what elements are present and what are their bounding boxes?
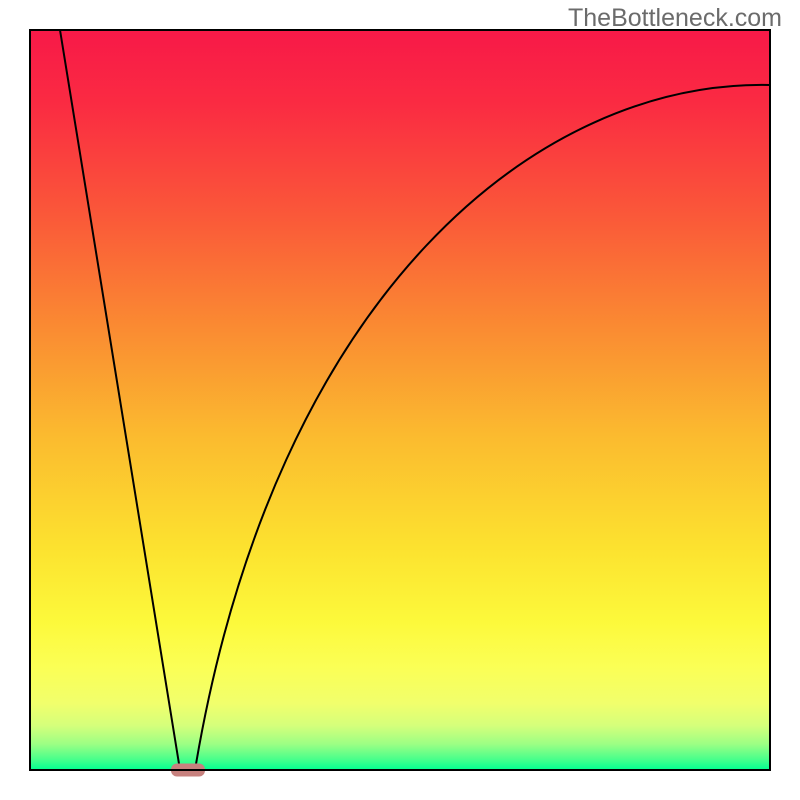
bottleneck-chart [0,0,800,800]
gradient-background [30,30,770,770]
chart-svg [0,0,800,800]
watermark-text: TheBottleneck.com [568,4,782,33]
